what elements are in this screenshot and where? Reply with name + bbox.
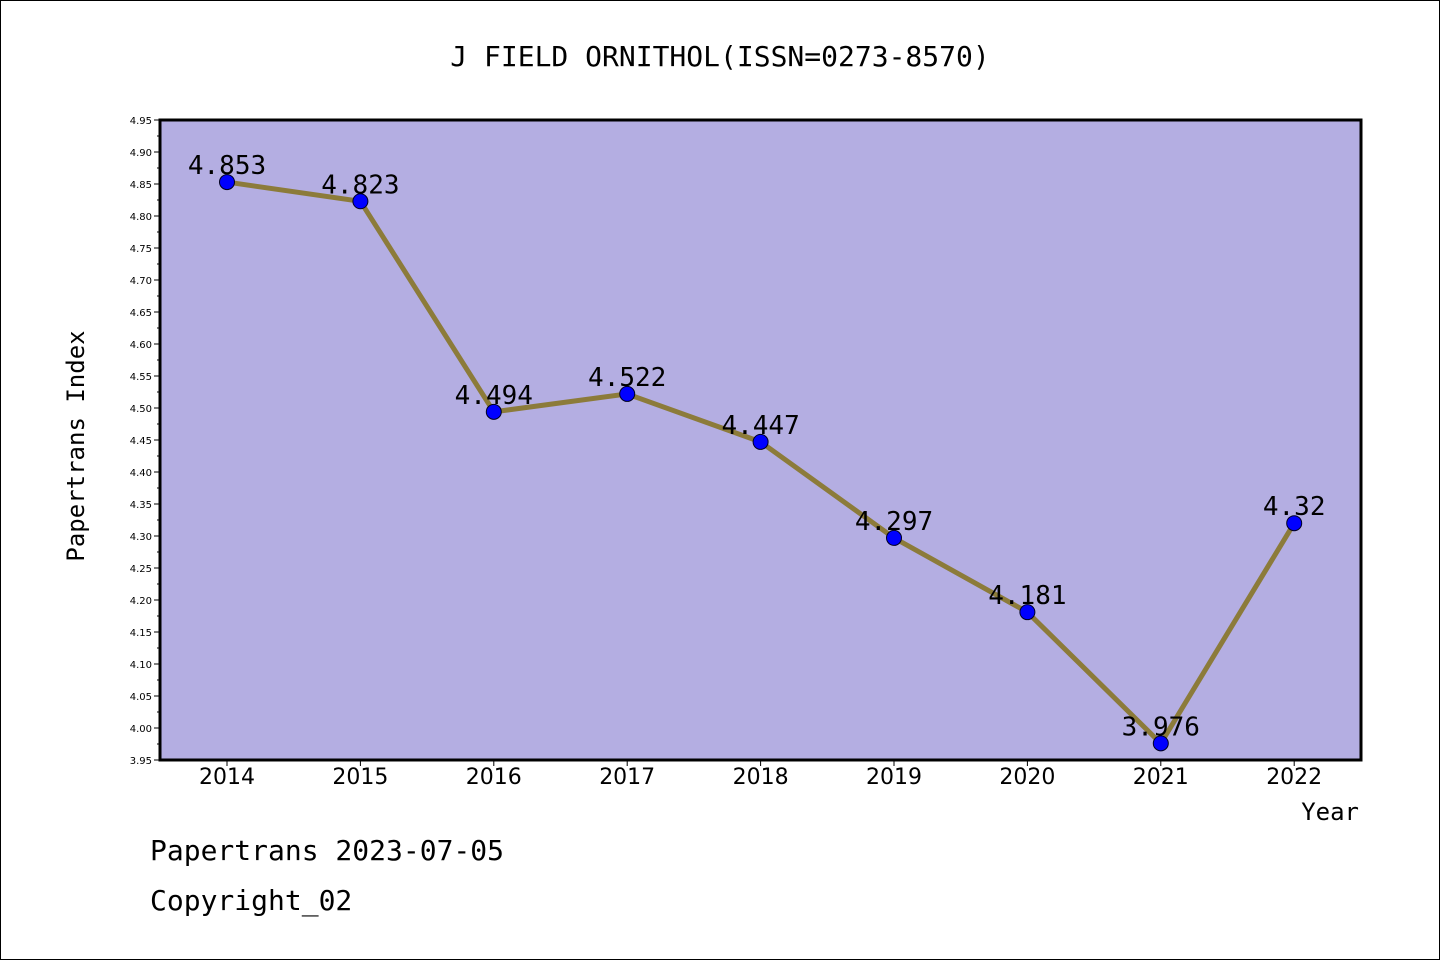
y-tick-label: 4.90	[130, 148, 152, 159]
data-label: 4.181	[988, 581, 1066, 611]
data-point	[352, 193, 369, 210]
data-point	[219, 174, 235, 191]
y-tick-label: 4.50	[130, 404, 152, 415]
data-label: 4.447	[721, 411, 799, 441]
data-point	[1019, 604, 1036, 621]
data-label: 3.976	[1122, 712, 1200, 742]
x-tick-label: 2020	[999, 765, 1055, 790]
y-tick-label: 3.95	[130, 756, 152, 767]
data-label: 4.32	[1263, 492, 1326, 522]
footer-copyright: Copyright_02	[150, 884, 353, 917]
x-tick-label: 2014	[199, 765, 255, 790]
data-point	[886, 529, 902, 546]
x-tick-label: 2021	[1133, 765, 1189, 790]
plot-border	[158, 118, 1363, 762]
x-tick-label: 2017	[599, 765, 655, 790]
y-axis-label: Papertrans Index	[62, 330, 90, 561]
y-tick-label: 4.10	[130, 660, 152, 671]
y-tick-label: 4.65	[130, 308, 152, 319]
data-labels: 4.853 4.823 4.494 4.522 4.447 4.297 4.181 3.976…	[188, 151, 1326, 742]
x-tick-label: 2019	[866, 765, 922, 790]
y-tick-label: 4.95	[130, 116, 152, 127]
y-tick-label: 4.60	[130, 340, 152, 351]
y-tick-label: 4.75	[130, 244, 152, 255]
y-tick-label: 4.15	[130, 628, 152, 639]
x-axis-ticks: 2014 2015 2016 2017 2018 2019 2020 2021 2022	[199, 760, 1322, 790]
y-tick-label: 4.30	[130, 532, 152, 543]
y-tick-label: 4.25	[130, 564, 152, 575]
y-tick-label: 4.35	[130, 500, 152, 511]
x-tick-label: 2016	[466, 765, 522, 790]
data-point	[619, 385, 636, 402]
y-tick-label: 4.40	[130, 468, 152, 479]
y-tick-label: 4.20	[130, 596, 152, 607]
y-axis-ticks: 3.95 4.00 4.05 4.10 4.15 4.20 4.25 4.30 4.35 4.40…	[130, 116, 160, 767]
data-point	[752, 433, 769, 450]
y-tick-label: 4.85	[130, 180, 152, 191]
data-label: 4.297	[855, 507, 933, 537]
data-label: 4.853	[188, 151, 266, 181]
series-markers	[219, 174, 1303, 752]
data-label: 4.823	[321, 170, 399, 200]
data-point	[485, 403, 502, 420]
y-tick-label: 4.45	[130, 436, 152, 447]
x-tick-label: 2015	[332, 765, 388, 790]
y-tick-label: 4.80	[130, 212, 152, 223]
y-tick-label: 4.55	[130, 372, 152, 383]
x-tick-label: 2022	[1266, 765, 1322, 790]
data-point	[1152, 735, 1169, 752]
y-tick-label: 4.70	[130, 276, 152, 287]
footer-date: Papertrans 2023-07-05	[150, 834, 505, 867]
y-tick-label: 4.00	[130, 724, 152, 735]
x-axis-label: Year	[1301, 798, 1359, 826]
chart-title: J FIELD ORNITHOL(ISSN=0273-8570)	[450, 40, 989, 73]
y-tick-label: 4.05	[130, 692, 152, 703]
data-point	[1286, 515, 1303, 532]
x-tick-label: 2018	[733, 765, 789, 790]
data-label: 4.494	[455, 381, 533, 411]
data-label: 4.522	[588, 363, 666, 393]
